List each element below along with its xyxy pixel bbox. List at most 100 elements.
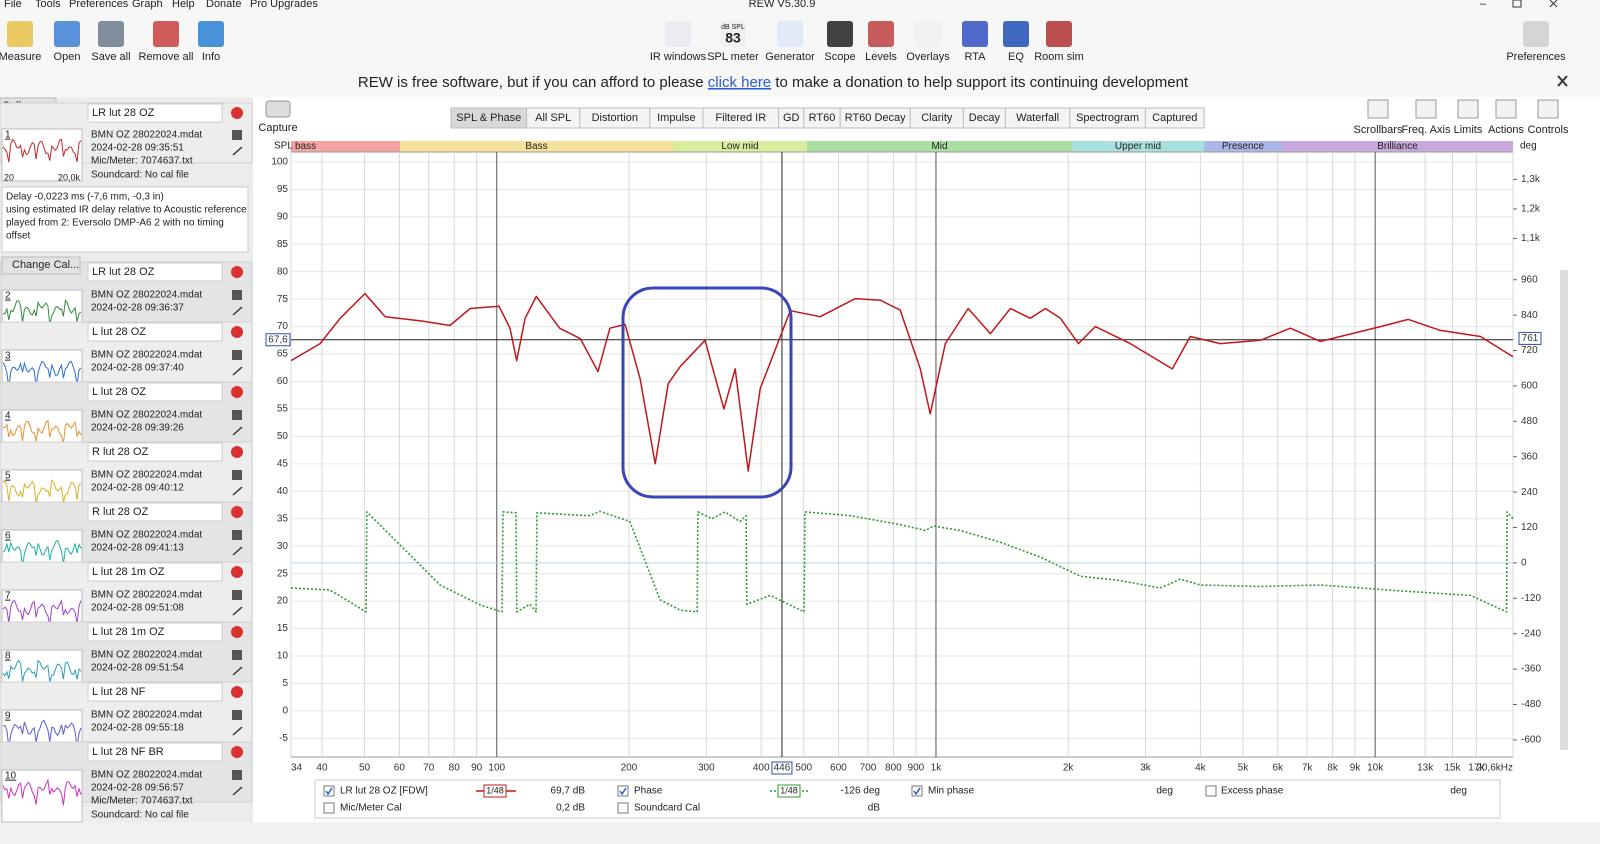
edit-icon[interactable] xyxy=(232,786,243,796)
graph-tab[interactable] xyxy=(1144,107,1205,129)
change-cal-button[interactable] xyxy=(1,256,81,275)
measurement-name[interactable]: LR lut 28 OZ xyxy=(92,266,155,278)
menu-item[interactable]: File xyxy=(4,0,22,10)
edit-icon[interactable] xyxy=(232,606,243,616)
save-icon[interactable] xyxy=(232,130,242,140)
name-field[interactable] xyxy=(87,742,223,762)
toolbar-label[interactable]: SPL meter xyxy=(707,51,759,63)
menu-item[interactable]: Graph xyxy=(132,0,163,10)
smoothing-box[interactable] xyxy=(777,784,801,798)
graph-tab-label[interactable]: Filtered IR xyxy=(715,112,766,124)
toolbar-label[interactable]: Scope xyxy=(824,51,855,63)
graph-tab-label[interactable]: Decay xyxy=(969,112,1001,124)
graph-tab-label[interactable]: RT60 xyxy=(809,112,836,124)
toolbar-icon[interactable] xyxy=(827,21,853,47)
graph-tab-label[interactable]: Waterfall xyxy=(1016,112,1059,124)
save-icon[interactable] xyxy=(232,350,242,360)
remove-icon[interactable] xyxy=(231,446,243,458)
measurement-name[interactable]: L lut 28 NF BR xyxy=(92,746,164,758)
name-field[interactable] xyxy=(87,322,223,342)
menu-item[interactable]: Tools xyxy=(35,0,61,10)
toolbar-label[interactable]: Info xyxy=(202,51,220,63)
toolbar-icon[interactable] xyxy=(153,21,179,47)
graph-button-icon[interactable] xyxy=(1457,99,1479,119)
toolbar-icon[interactable] xyxy=(915,21,941,47)
toolbar-icon[interactable] xyxy=(777,21,803,47)
remove-icon[interactable] xyxy=(231,386,243,398)
remove-icon[interactable] xyxy=(231,326,243,338)
toolbar-icon[interactable] xyxy=(1003,21,1029,47)
toolbar-icon[interactable] xyxy=(1046,21,1072,47)
remove-icon[interactable] xyxy=(231,266,243,278)
toolbar-label[interactable]: IR windows xyxy=(650,51,707,63)
graph-button-label[interactable]: Controls xyxy=(1528,124,1569,136)
remove-icon[interactable] xyxy=(231,626,243,638)
edit-icon[interactable] xyxy=(232,726,243,736)
toolbar-icon[interactable] xyxy=(1523,21,1549,47)
checkbox[interactable] xyxy=(1205,785,1217,797)
maximize-button[interactable] xyxy=(1512,0,1522,8)
graph-button-icon[interactable] xyxy=(1495,99,1517,119)
edit-icon[interactable] xyxy=(232,146,243,156)
thumbnail[interactable] xyxy=(1,769,83,823)
checkbox[interactable] xyxy=(617,802,629,814)
toolbar-label[interactable]: Measure xyxy=(0,51,41,63)
toolbar-icon[interactable] xyxy=(720,21,746,47)
close-button[interactable] xyxy=(1549,0,1558,8)
thumbnail[interactable] xyxy=(1,128,83,182)
toolbar-label[interactable]: Remove all xyxy=(138,51,193,63)
measurement-name[interactable]: L lut 28 OZ xyxy=(92,386,146,398)
toolbar-label[interactable]: Save all xyxy=(91,51,130,63)
measurement-name[interactable]: L lut 28 1m OZ xyxy=(92,566,165,578)
save-icon[interactable] xyxy=(232,290,242,300)
toolbar-label[interactable]: Open xyxy=(54,51,81,63)
toolbar-icon[interactable] xyxy=(962,21,988,47)
toolbar-icon[interactable] xyxy=(7,21,33,47)
graph-button-label[interactable]: Freq. Axis xyxy=(1402,124,1451,136)
name-field[interactable] xyxy=(87,262,223,282)
edit-icon[interactable] xyxy=(232,426,243,436)
edit-icon[interactable] xyxy=(232,306,243,316)
graph-tab-label[interactable]: Distortion xyxy=(592,112,638,124)
edit-icon[interactable] xyxy=(232,366,243,376)
banner-close[interactable] xyxy=(1557,75,1568,87)
graph-tab-label[interactable]: RT60 Decay xyxy=(845,112,906,124)
toolbar-icon[interactable] xyxy=(198,21,224,47)
menu-item[interactable]: Help xyxy=(172,0,195,10)
graph-button-label[interactable]: Scrollbars xyxy=(1354,124,1403,136)
smoothing-box[interactable] xyxy=(483,784,507,798)
remove-icon[interactable] xyxy=(231,566,243,578)
graph-button-label[interactable]: Limits xyxy=(1454,124,1483,136)
checkbox[interactable] xyxy=(911,785,923,797)
toolbar-icon[interactable] xyxy=(98,21,124,47)
toolbar-icon[interactable] xyxy=(665,21,691,47)
remove-icon[interactable] xyxy=(231,506,243,518)
save-icon[interactable] xyxy=(232,770,242,780)
banner-link[interactable]: click here xyxy=(708,74,771,91)
toolbar-label[interactable]: Generator xyxy=(765,51,815,63)
graph-tab-label[interactable]: Captured xyxy=(1152,112,1197,124)
menu-item[interactable]: Pro Upgrades xyxy=(250,0,318,10)
toolbar-icon[interactable] xyxy=(54,21,80,47)
measurement-name[interactable]: R lut 28 OZ xyxy=(92,446,149,458)
name-field[interactable] xyxy=(87,622,223,642)
graph-tab-label[interactable]: Clarity xyxy=(921,112,953,124)
name-field[interactable] xyxy=(87,562,223,582)
remove-icon[interactable] xyxy=(231,746,243,758)
name-field[interactable] xyxy=(87,103,223,123)
graph-button-label[interactable]: Actions xyxy=(1488,124,1525,136)
name-field[interactable] xyxy=(87,682,223,702)
checkbox[interactable] xyxy=(617,785,629,797)
graph-tab-label[interactable]: SPL & Phase xyxy=(456,112,521,124)
measurement-name[interactable]: L lut 28 NF xyxy=(92,686,146,698)
save-icon[interactable] xyxy=(232,650,242,660)
name-field[interactable] xyxy=(87,442,223,462)
graph-button-icon[interactable] xyxy=(1415,99,1437,119)
measurement-name[interactable]: L lut 28 1m OZ xyxy=(92,626,165,638)
measurement-name[interactable]: R lut 28 OZ xyxy=(92,506,149,518)
name-field[interactable] xyxy=(87,502,223,522)
save-icon[interactable] xyxy=(232,590,242,600)
change-cal-label[interactable]: Change Cal... xyxy=(12,259,79,271)
toolbar-label[interactable]: EQ xyxy=(1008,51,1024,63)
menu-item[interactable]: Preferences xyxy=(69,0,129,10)
